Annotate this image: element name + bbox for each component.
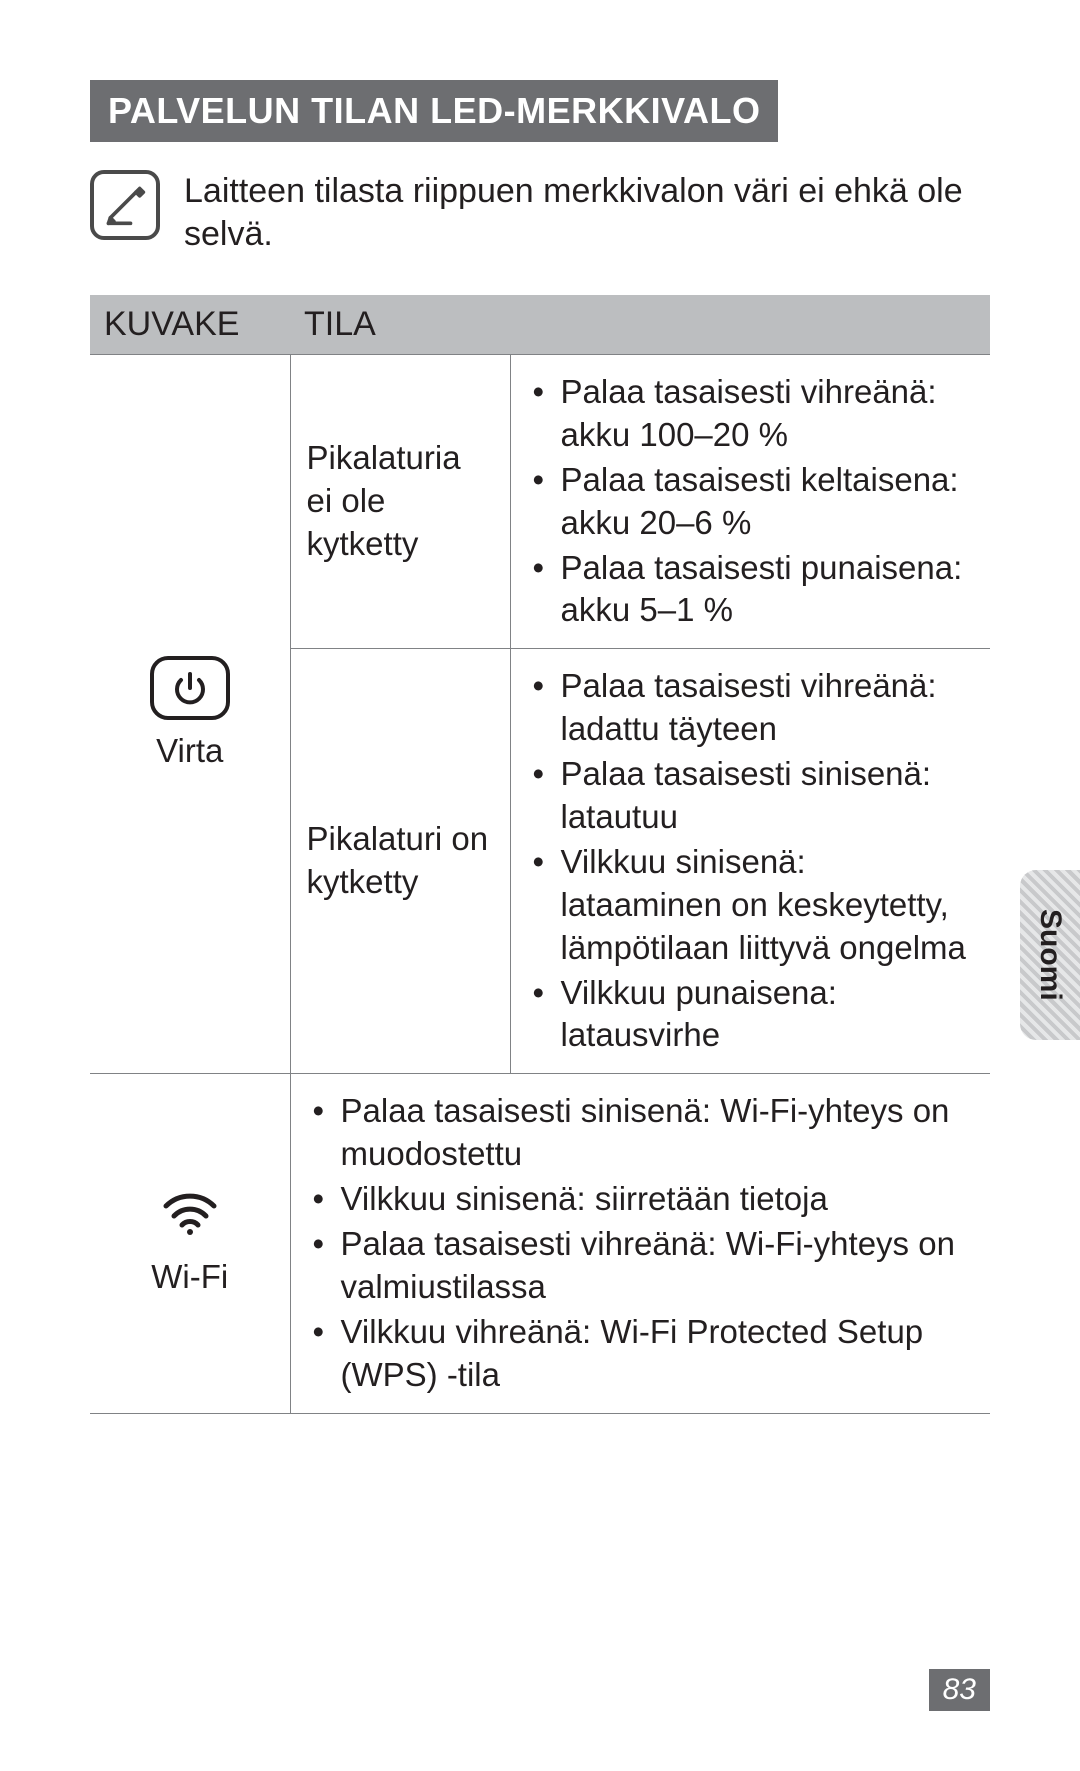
power-cond-1: Pikalaturi on kytketty bbox=[290, 649, 510, 1074]
th-icon: KUVAKE bbox=[90, 295, 290, 355]
page-number: 83 bbox=[929, 1669, 990, 1711]
power-label: Virta bbox=[156, 730, 223, 773]
language-tab-label: Suomi bbox=[1033, 909, 1067, 1001]
section-heading: PALVELUN TILAN LED-MERKKIVALO bbox=[90, 80, 778, 142]
list-item: Palaa tasaisesti vihreänä: ladattu täyte… bbox=[533, 665, 975, 751]
note-icon bbox=[90, 170, 160, 240]
list-item: Vilkkuu sinisenä: lataaminen on keskeyte… bbox=[533, 841, 975, 970]
list-item: Vilkkuu vihreänä: Wi-Fi Protected Setup … bbox=[313, 1311, 975, 1397]
th-status: TILA bbox=[290, 295, 990, 355]
power-cond-0: Pikalaturia ei ole kytketty bbox=[290, 355, 510, 649]
list-item: Palaa tasaisesti sinisenä: latautuu bbox=[533, 753, 975, 839]
list-item: Vilkkuu sinisenä: siirretään tietoja bbox=[313, 1178, 975, 1221]
power-items-1: Palaa tasaisesti vihreänä: ladattu täyte… bbox=[510, 649, 990, 1074]
note-text: Laitteen tilasta riippuen merkkivalon vä… bbox=[184, 170, 990, 255]
list-item: Palaa tasaisesti sinisenä: Wi-Fi-yhteys … bbox=[313, 1090, 975, 1176]
led-table: KUVAKE TILA Virta bbox=[90, 295, 990, 1414]
wifi-items: Palaa tasaisesti sinisenä: Wi-Fi-yhteys … bbox=[290, 1074, 990, 1413]
power-icon bbox=[150, 656, 230, 720]
list-item: Palaa tasaisesti vihreänä: akku 100–20 % bbox=[533, 371, 975, 457]
list-item: Palaa tasaisesti punaisena: akku 5–1 % bbox=[533, 547, 975, 633]
power-items-0: Palaa tasaisesti vihreänä: akku 100–20 %… bbox=[510, 355, 990, 649]
list-item: Palaa tasaisesti keltaisena: akku 20–6 % bbox=[533, 459, 975, 545]
manual-page: PALVELUN TILAN LED-MERKKIVALO Laitteen t… bbox=[0, 0, 1080, 1771]
list-item: Palaa tasaisesti vihreänä: Wi-Fi-yhteys … bbox=[313, 1223, 975, 1309]
language-tab: Suomi bbox=[1020, 870, 1080, 1040]
wifi-label: Wi-Fi bbox=[151, 1256, 228, 1299]
power-icon-cell: Virta bbox=[90, 355, 290, 1074]
note-row: Laitteen tilasta riippuen merkkivalon vä… bbox=[90, 170, 990, 255]
wifi-icon-cell: Wi-Fi bbox=[90, 1074, 290, 1413]
list-item: Vilkkuu punaisena: latausvirhe bbox=[533, 972, 975, 1058]
wifi-icon bbox=[160, 1188, 220, 1247]
